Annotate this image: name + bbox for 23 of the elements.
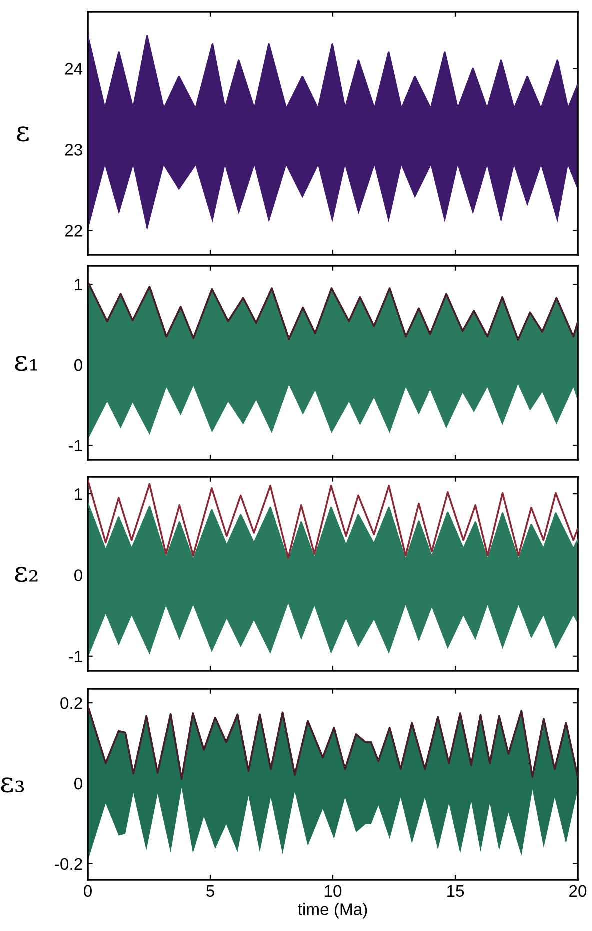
x-tick-label: 20 (570, 885, 587, 898)
y-tick-label: 0 (74, 778, 82, 790)
y-tick-label: 23 (65, 144, 82, 156)
x-tick-label: 15 (448, 885, 464, 898)
y-tick-label: -0.2 (55, 858, 82, 870)
line-series (88, 479, 578, 560)
y-axis-title: ε₂ (15, 567, 38, 582)
x-tick-label: 10 (325, 885, 342, 898)
y-tick-label: 1 (75, 488, 82, 500)
y-tick-label: 0 (74, 359, 82, 372)
x-tick-label: 5 (206, 885, 214, 898)
x-tick-label: 0 (84, 885, 92, 898)
y-tick-label: 0.2 (60, 697, 82, 710)
y-tick-label: -1 (69, 440, 82, 452)
y-axis-title: ε (17, 126, 29, 142)
y-tick-label: 22 (65, 225, 82, 237)
y-tick-label: 1 (75, 279, 82, 291)
y-axis-title: ε₁ (15, 356, 38, 372)
x-axis-title: time (Ma) (298, 903, 368, 919)
y-tick-label: 0 (74, 570, 82, 582)
y-tick-label: -1 (69, 650, 82, 662)
y-axis-title: ε₃ (1, 778, 24, 793)
y-tick-label: 24 (65, 63, 83, 75)
